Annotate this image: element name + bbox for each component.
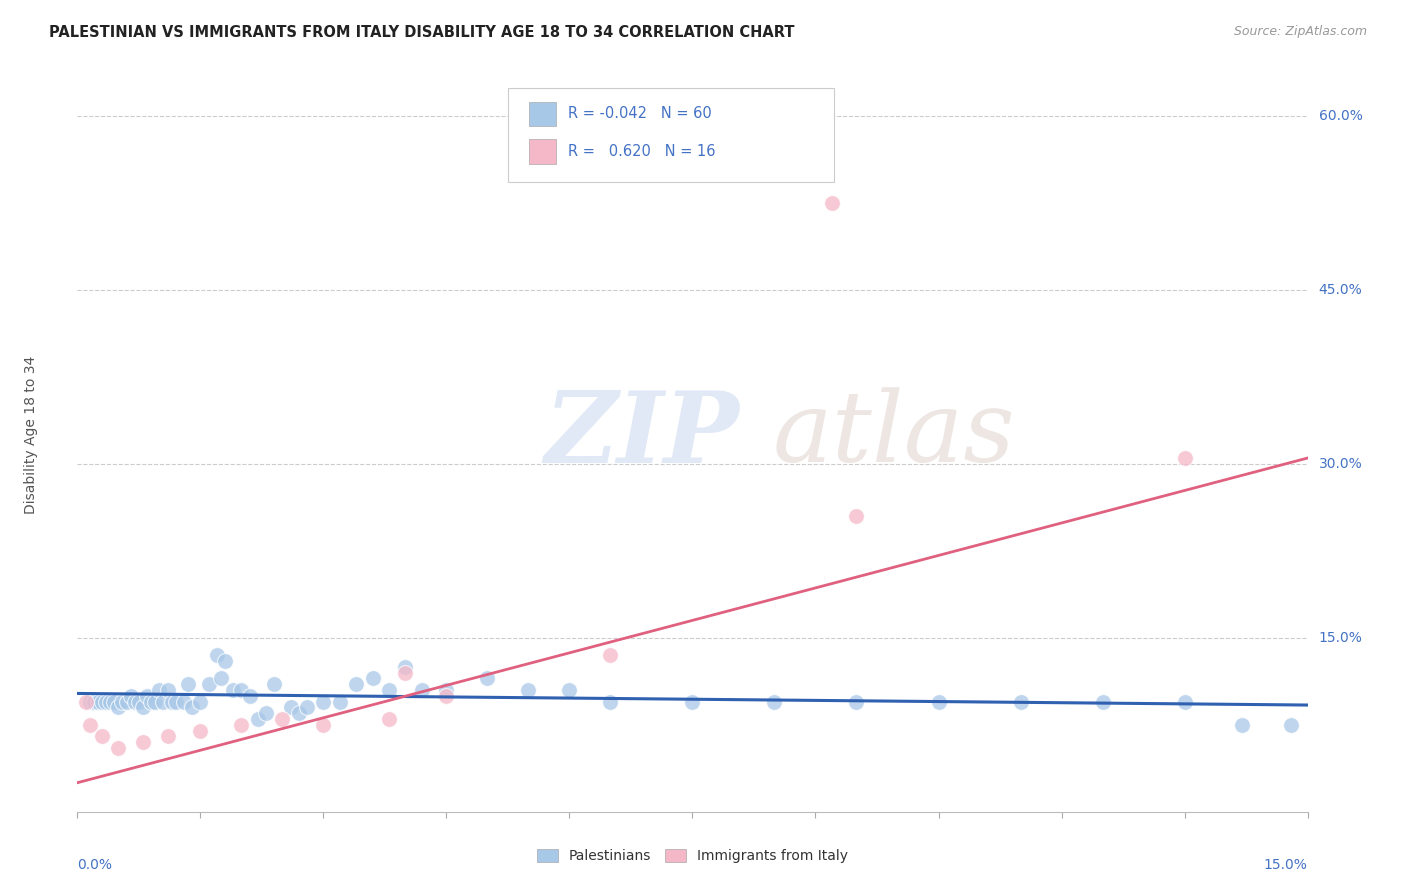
Text: 45.0%: 45.0%: [1319, 283, 1362, 297]
Point: [165, 694, 187, 708]
Point: [111, 694, 134, 708]
Point: [295, 700, 318, 714]
Point: [1010, 694, 1032, 708]
Point: [821, 196, 844, 211]
Point: [231, 717, 253, 731]
Point: [103, 694, 125, 708]
Point: [222, 683, 245, 698]
Point: [1230, 717, 1253, 731]
Text: ZIP: ZIP: [546, 386, 740, 483]
Point: [188, 723, 212, 738]
Point: [120, 689, 142, 703]
Point: [763, 694, 786, 708]
Point: [160, 694, 183, 708]
FancyBboxPatch shape: [529, 139, 555, 163]
Point: [87, 694, 110, 708]
Point: [156, 683, 179, 698]
Point: [599, 694, 621, 708]
Point: [115, 694, 138, 708]
Point: [1174, 451, 1197, 466]
Point: [329, 694, 352, 708]
Point: [94, 694, 117, 708]
Point: [90, 730, 114, 744]
Text: atlas: atlas: [772, 387, 1015, 483]
Text: 15.0%: 15.0%: [1319, 631, 1362, 645]
Point: [394, 660, 416, 674]
Point: [263, 677, 285, 691]
Text: PALESTINIAN VS IMMIGRANTS FROM ITALY DISABILITY AGE 18 TO 34 CORRELATION CHART: PALESTINIAN VS IMMIGRANTS FROM ITALY DIS…: [49, 25, 794, 40]
Point: [98, 694, 121, 708]
Point: [378, 683, 401, 698]
Point: [312, 717, 335, 731]
Point: [239, 689, 262, 703]
Point: [79, 694, 101, 708]
Point: [75, 694, 97, 708]
Point: [845, 508, 868, 523]
Point: [143, 694, 166, 708]
Text: R =   0.620   N = 16: R = 0.620 N = 16: [568, 144, 716, 159]
Point: [271, 712, 294, 726]
Point: [477, 671, 499, 685]
Point: [394, 665, 416, 680]
Point: [246, 712, 269, 726]
Point: [205, 648, 228, 662]
Text: 15.0%: 15.0%: [1264, 858, 1308, 872]
Point: [136, 689, 159, 703]
Point: [128, 694, 150, 708]
Point: [845, 694, 868, 708]
Point: [124, 694, 146, 708]
Point: [152, 694, 174, 708]
Point: [148, 683, 170, 698]
Text: 60.0%: 60.0%: [1319, 109, 1362, 123]
Point: [1279, 717, 1302, 731]
Point: [411, 683, 433, 698]
Point: [254, 706, 277, 721]
Point: [156, 730, 179, 744]
Point: [107, 740, 129, 755]
FancyBboxPatch shape: [529, 102, 555, 126]
Point: [378, 712, 401, 726]
Point: [177, 677, 200, 691]
Text: R = -0.042   N = 60: R = -0.042 N = 60: [568, 106, 711, 121]
Point: [197, 677, 219, 691]
Text: 0.0%: 0.0%: [77, 858, 112, 872]
Point: [209, 671, 232, 685]
Point: [599, 648, 621, 662]
Text: Disability Age 18 to 34: Disability Age 18 to 34: [24, 356, 38, 514]
Point: [682, 694, 704, 708]
Point: [312, 694, 335, 708]
Point: [132, 700, 155, 714]
Point: [188, 694, 212, 708]
Point: [107, 700, 129, 714]
Point: [214, 654, 236, 668]
Point: [90, 694, 114, 708]
Point: [558, 683, 581, 698]
Text: 30.0%: 30.0%: [1319, 457, 1362, 471]
Point: [132, 735, 155, 749]
Point: [231, 683, 253, 698]
Point: [83, 694, 105, 708]
Legend: Palestinians, Immigrants from Italy: Palestinians, Immigrants from Italy: [531, 844, 853, 869]
FancyBboxPatch shape: [508, 88, 834, 182]
Point: [361, 671, 384, 685]
Point: [517, 683, 540, 698]
Point: [436, 689, 458, 703]
Point: [1091, 694, 1114, 708]
Point: [173, 694, 195, 708]
Point: [280, 700, 302, 714]
Point: [436, 683, 458, 698]
Point: [181, 700, 204, 714]
Text: Source: ZipAtlas.com: Source: ZipAtlas.com: [1233, 25, 1367, 38]
Point: [928, 694, 950, 708]
Point: [288, 706, 311, 721]
Point: [344, 677, 367, 691]
Point: [1174, 694, 1197, 708]
Point: [141, 694, 163, 708]
Point: [79, 717, 101, 731]
